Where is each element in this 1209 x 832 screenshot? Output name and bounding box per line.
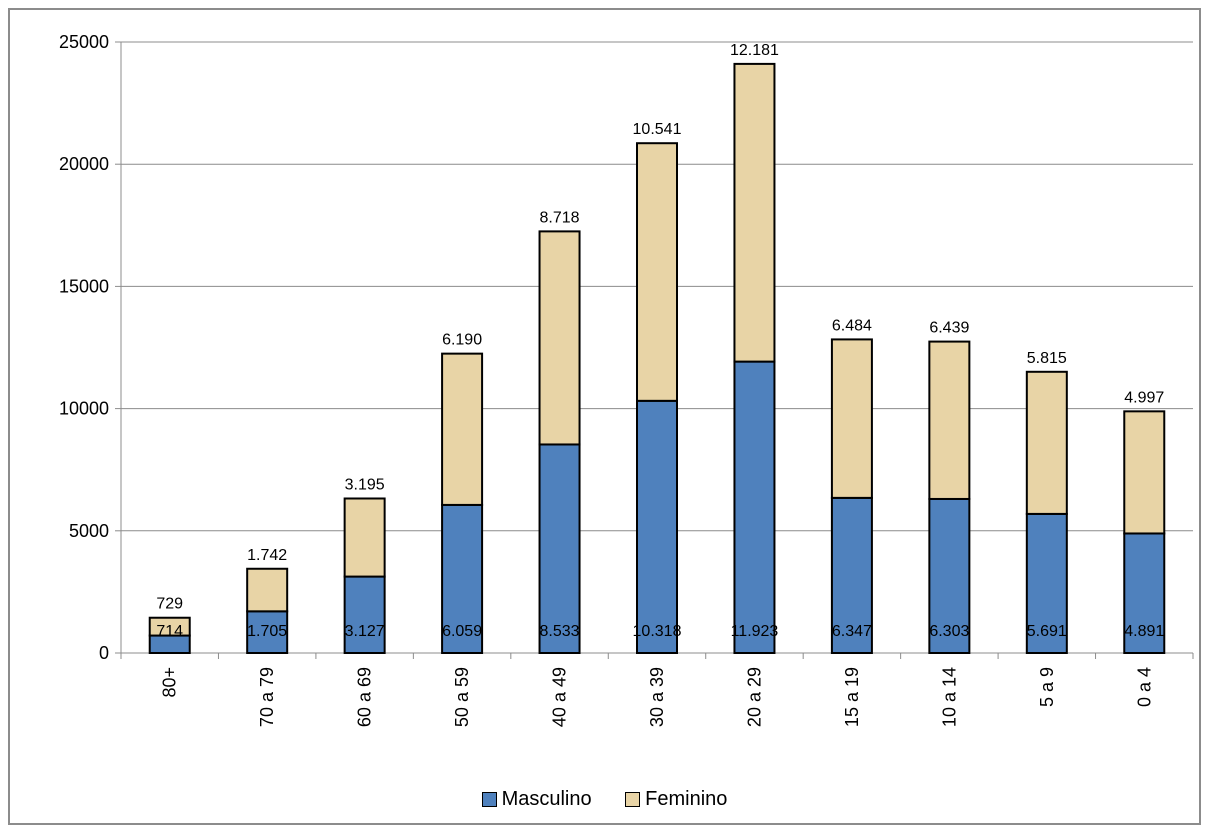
x-tick-label: 20 a 29 [744,667,764,727]
bar-feminino [538,230,581,446]
data-label-masculino: 1.705 [247,623,287,640]
data-label-masculino: 6.303 [929,623,969,640]
data-label-feminino: 5.815 [1027,350,1067,367]
data-label-feminino: 3.195 [345,476,385,493]
bar-masculino [928,497,971,654]
data-label-feminino: 6.484 [832,317,872,334]
bar-feminino [441,352,484,506]
bar-feminino [246,567,289,613]
bar-feminino [830,338,873,499]
data-label-feminino: 6.190 [442,332,482,349]
x-tick-label: 30 a 39 [647,667,667,727]
legend-item-feminino: Feminino [625,788,727,811]
bar-feminino [148,616,191,637]
data-label-masculino: 5.691 [1027,623,1067,640]
data-label-masculino: 10.318 [633,623,682,640]
data-label-feminino: 4.997 [1124,389,1164,406]
legend-item-masculino: Masculino [481,788,592,811]
x-tick-label: 15 a 19 [842,667,862,727]
data-label-masculino: 714 [156,623,183,640]
legend-label-feminino: Feminino [645,788,728,810]
bar-masculino [830,496,873,655]
data-label-feminino: 1.742 [247,547,287,564]
data-label-masculino: 6.059 [442,623,482,640]
data-label-feminino: 8.718 [540,209,580,226]
x-tick-label: 40 a 49 [550,667,570,727]
y-tick-label: 5000 [69,521,109,541]
legend: Masculino Feminino [0,788,1209,813]
y-tick-label: 15000 [59,276,109,296]
data-label-feminino: 10.541 [633,121,682,138]
y-tick-label: 25000 [59,32,109,52]
data-label-masculino: 4.891 [1124,623,1164,640]
x-tick-label: 60 a 69 [355,667,375,727]
bar-feminino [636,142,678,402]
data-label-feminino: 12.181 [730,42,779,59]
y-tick-label: 0 [99,643,109,663]
bar-feminino [1123,410,1166,535]
x-tick-label: 5 a 9 [1037,667,1057,707]
legend-label-masculino: Masculino [501,788,592,810]
x-tick-label: 0 a 4 [1134,667,1154,707]
chart-frame [8,8,1201,825]
bar-masculino [1123,532,1166,655]
data-label-masculino: 6.347 [832,623,872,640]
bar-masculino [636,399,678,655]
x-tick-label: 70 a 79 [257,667,277,727]
data-label-masculino: 11.923 [731,623,779,640]
legend-swatch-feminino [625,792,641,807]
data-label-feminino: 6.439 [929,320,969,337]
x-tick-label: 50 a 59 [452,667,472,727]
x-tick-label: 10 a 14 [939,667,959,727]
bar-masculino [343,575,386,654]
bar-feminino [928,340,971,500]
stacked-bar-chart: 0 5000 10000 15000 20000 25000 714 729 80+ 1.705 1… [59,32,1194,727]
y-tick-label: 20000 [59,154,109,174]
bar-masculino [538,443,581,655]
y-tick-label: 10000 [59,399,109,419]
bar-feminino [733,62,776,363]
data-label-feminino: 729 [156,596,183,613]
x-tick-label: 80+ [160,667,180,698]
data-label-masculino: 3.127 [345,623,385,640]
legend-swatch-masculino [481,792,497,807]
bar-masculino [733,360,776,654]
data-label-masculino: 8.533 [540,623,580,640]
bar-masculino [246,610,289,654]
bar-feminino [1025,370,1068,515]
bar-feminino [343,497,386,578]
